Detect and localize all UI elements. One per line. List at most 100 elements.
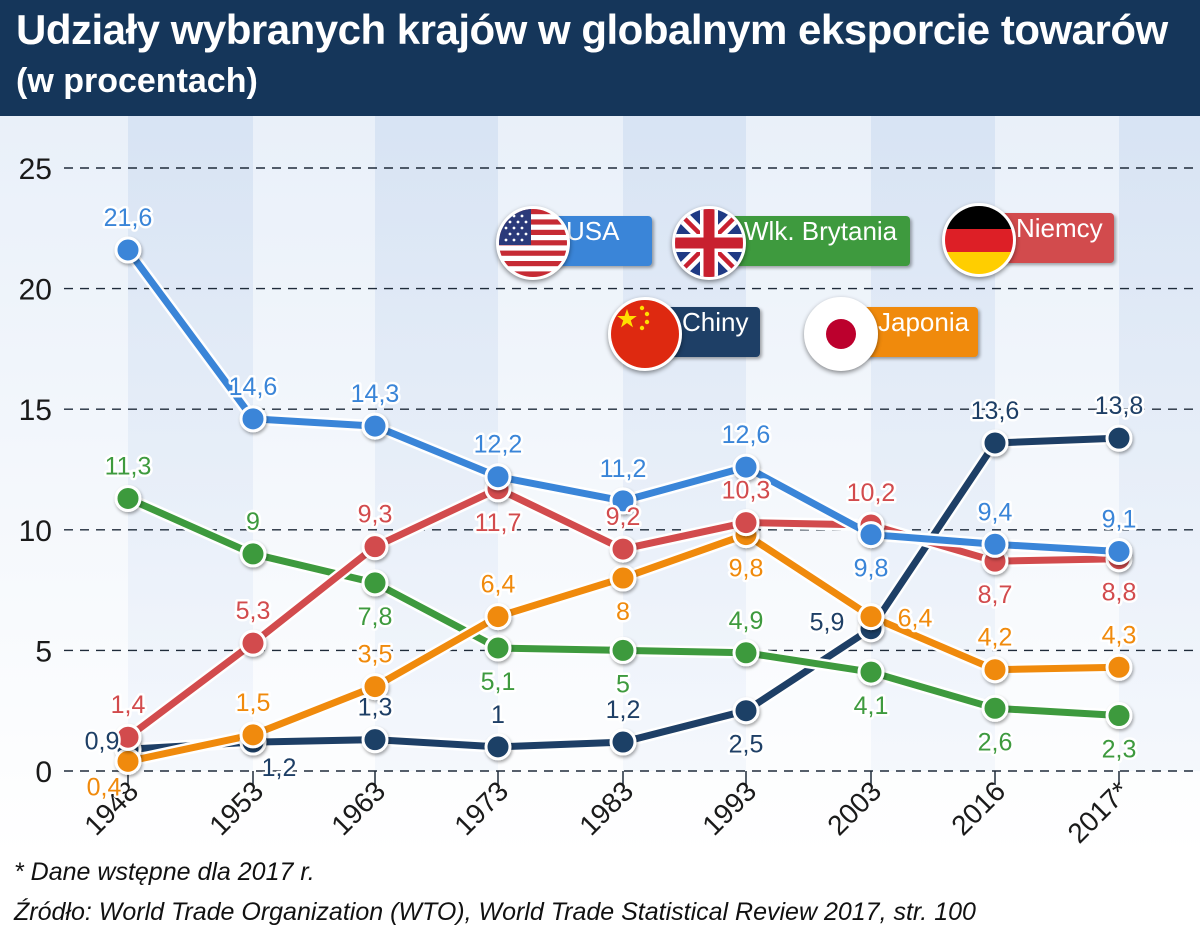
column-stripe	[375, 116, 498, 771]
legend-usa: USA	[496, 206, 652, 280]
legend-cn: Chiny	[608, 297, 760, 371]
data-label: 4,2	[978, 624, 1013, 652]
data-point	[857, 521, 885, 549]
data-label: 11,7	[475, 509, 522, 537]
data-point	[484, 463, 512, 491]
legend-jp: Japonia	[804, 297, 978, 371]
data-label: 6,4	[481, 571, 516, 599]
data-point	[981, 694, 1009, 722]
data-label: 1,2	[606, 696, 641, 724]
us-flag-icon	[496, 206, 570, 280]
data-label: 10,3	[722, 477, 771, 505]
data-point	[609, 487, 637, 515]
data-label: 11,2	[600, 455, 647, 483]
data-label: 7,8	[358, 603, 393, 631]
data-label: 5	[616, 670, 630, 698]
chart-subtitle: (w procentach)	[16, 62, 258, 100]
header-bar: Udziały wybranych krajów w globalnym eks…	[0, 0, 1200, 116]
data-point	[609, 535, 637, 563]
data-point	[114, 723, 142, 751]
chart-title: Udziały wybranych krajów w globalnym eks…	[16, 6, 1168, 53]
data-label: 14,6	[229, 373, 278, 401]
column-stripe	[1119, 116, 1200, 771]
data-label: 2,5	[729, 731, 764, 759]
y-tick-label: 20	[19, 274, 52, 307]
data-label: 5,1	[481, 668, 516, 696]
data-point	[981, 530, 1009, 558]
data-label: 9,1	[1102, 506, 1137, 534]
data-label: 1,5	[236, 689, 271, 717]
data-label: 12,6	[722, 421, 771, 449]
series-points	[114, 236, 1133, 775]
uk-flag-icon	[672, 206, 746, 280]
japanese-flag-icon	[804, 297, 878, 371]
data-label: 4,9	[729, 607, 764, 635]
data-point	[732, 639, 760, 667]
data-point	[609, 728, 637, 756]
y-tick-label: 15	[19, 394, 52, 427]
data-point	[239, 629, 267, 657]
data-label: 9,8	[854, 555, 889, 583]
data-label: 10,2	[847, 479, 896, 507]
data-label: 9,3	[358, 501, 393, 529]
data-point	[1105, 653, 1133, 681]
data-point	[114, 236, 142, 264]
footnote: * Dane wstępne dla 2017 r.	[14, 858, 315, 886]
legend-de: Niemcy	[942, 203, 1114, 277]
data-point	[361, 673, 389, 701]
data-label: 1,3	[358, 694, 393, 722]
data-label: 9,8	[729, 555, 764, 583]
y-axis-ticks: 0 5 10 15 20 25	[19, 153, 52, 789]
data-point	[239, 405, 267, 433]
data-label: 0,4	[87, 773, 122, 801]
data-point	[1105, 702, 1133, 730]
data-label: 9	[246, 508, 260, 536]
data-label: 14,3	[351, 380, 400, 408]
data-label: 4,3	[1102, 621, 1137, 649]
data-point	[484, 733, 512, 761]
y-tick-label: 25	[19, 153, 52, 186]
chinese-flag-icon	[608, 297, 682, 371]
data-point	[239, 721, 267, 749]
data-point	[361, 569, 389, 597]
data-label: 2,6	[978, 728, 1013, 756]
data-point	[361, 533, 389, 561]
data-label: 13,8	[1095, 392, 1144, 420]
german-flag-icon	[942, 203, 1016, 277]
data-label: 8	[616, 598, 630, 626]
data-label: 3,5	[358, 641, 393, 669]
data-label: 9,2	[606, 503, 641, 531]
data-label: 5,9	[810, 609, 845, 637]
data-label: 1,2	[262, 754, 297, 782]
data-point	[981, 429, 1009, 457]
data-point	[484, 634, 512, 662]
data-label: 8,7	[978, 581, 1013, 609]
data-point	[732, 453, 760, 481]
data-point	[732, 697, 760, 725]
y-tick-label: 0	[35, 756, 52, 789]
legend-uk: Wlk. Brytania	[672, 206, 910, 280]
data-label: 9,4	[978, 498, 1013, 526]
data-label: 21,6	[104, 204, 153, 232]
y-tick-label: 10	[19, 515, 52, 548]
data-point	[114, 484, 142, 512]
data-label: 1,4	[111, 691, 146, 719]
data-point	[981, 656, 1009, 684]
source-note: Źródło: World Trade Organization (WTO), …	[14, 898, 976, 926]
data-point	[484, 603, 512, 631]
data-point	[1105, 538, 1133, 566]
data-point	[1105, 424, 1133, 452]
data-label: 8,8	[1102, 579, 1137, 607]
data-point	[361, 412, 389, 440]
data-label: 13,6	[971, 397, 1020, 425]
data-label: 4,1	[854, 692, 889, 720]
data-label: 1	[491, 701, 505, 729]
data-label: 6,4	[898, 605, 933, 633]
data-labels: 0,91,21,3 1 1,22,55,913,6 13,811,397,85,1 54…	[82, 202, 1146, 804]
data-label: 11,3	[105, 452, 152, 480]
data-point	[239, 540, 267, 568]
data-label: 2,3	[1102, 736, 1137, 764]
data-point	[857, 603, 885, 631]
data-label: 5,3	[236, 597, 271, 625]
